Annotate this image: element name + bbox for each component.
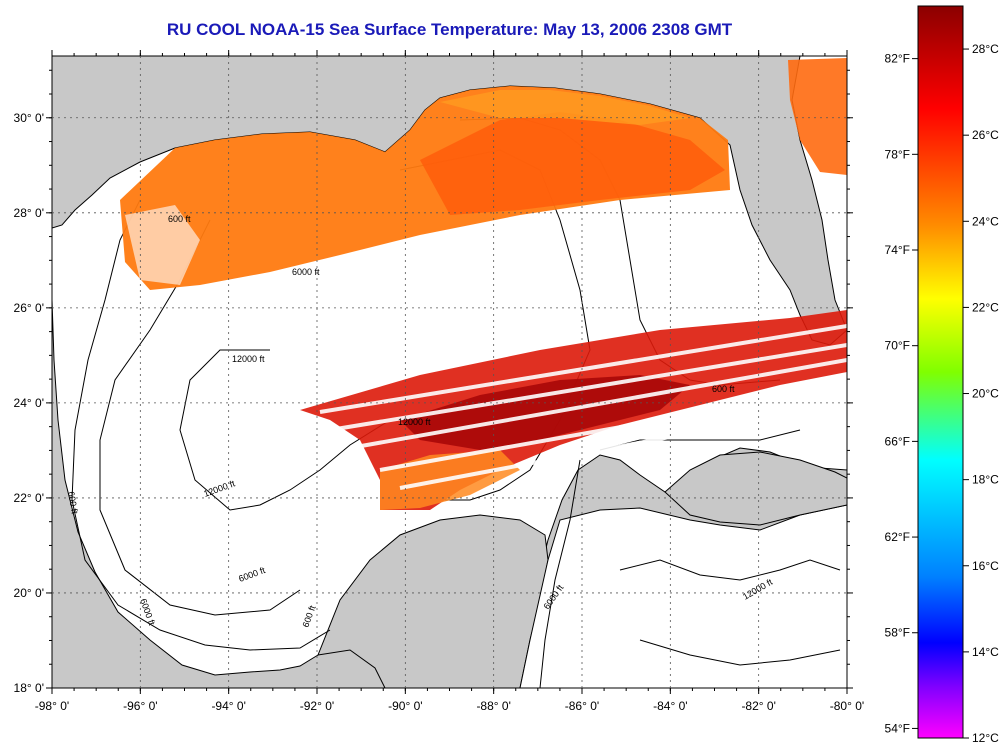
caribbean-water	[519, 504, 847, 688]
cuba-land	[664, 451, 847, 526]
contour-label: 12000 ft	[398, 417, 431, 427]
lat-tick-label: 28° 0'	[14, 206, 44, 220]
longitude-axis: -98° 0' -96° 0' -94° 0' -92° 0' -90° 0' -88° …	[35, 50, 864, 713]
lat-tick-label: 18° 0'	[14, 681, 44, 695]
lat-tick-label: 24° 0'	[14, 396, 44, 410]
sst-swath-north	[120, 86, 730, 290]
contour-label: 600 ft	[66, 491, 80, 515]
lon-tick-label: -86° 0'	[565, 699, 599, 713]
lon-tick-label: -80° 0'	[830, 699, 864, 713]
lon-tick-label: -92° 0'	[300, 699, 334, 713]
yucatan-land	[317, 514, 549, 688]
graticule	[52, 56, 847, 688]
lon-tick-label: -88° 0'	[476, 699, 510, 713]
sst-swath-south	[300, 310, 847, 510]
sst-atlantic-patch	[788, 58, 847, 175]
contour-label: 600 ft	[168, 214, 191, 224]
lon-tick-label: -84° 0'	[653, 699, 687, 713]
lat-tick-label: 20° 0'	[14, 586, 44, 600]
lon-tick-label: -98° 0'	[35, 699, 69, 713]
lon-tick-label: -82° 0'	[741, 699, 775, 713]
latitude-axis: 30° 0' 28° 0' 26° 0' 24° 0' 22° 0' 20° 0' 18° …	[14, 69, 853, 695]
contour-label: 600 ft	[712, 384, 735, 394]
lon-tick-label: -96° 0'	[123, 699, 157, 713]
lat-tick-label: 22° 0'	[14, 491, 44, 505]
lat-tick-label: 26° 0'	[14, 301, 44, 315]
lon-tick-label: -94° 0'	[211, 699, 245, 713]
contour-label: 12000 ft	[232, 354, 265, 364]
map-title: RU COOL NOAA-15 Sea Surface Temperature:…	[166, 20, 733, 39]
lon-tick-label: -90° 0'	[388, 699, 422, 713]
contour-label: 6000 ft	[292, 267, 320, 277]
lat-tick-label: 30° 0'	[14, 111, 44, 125]
